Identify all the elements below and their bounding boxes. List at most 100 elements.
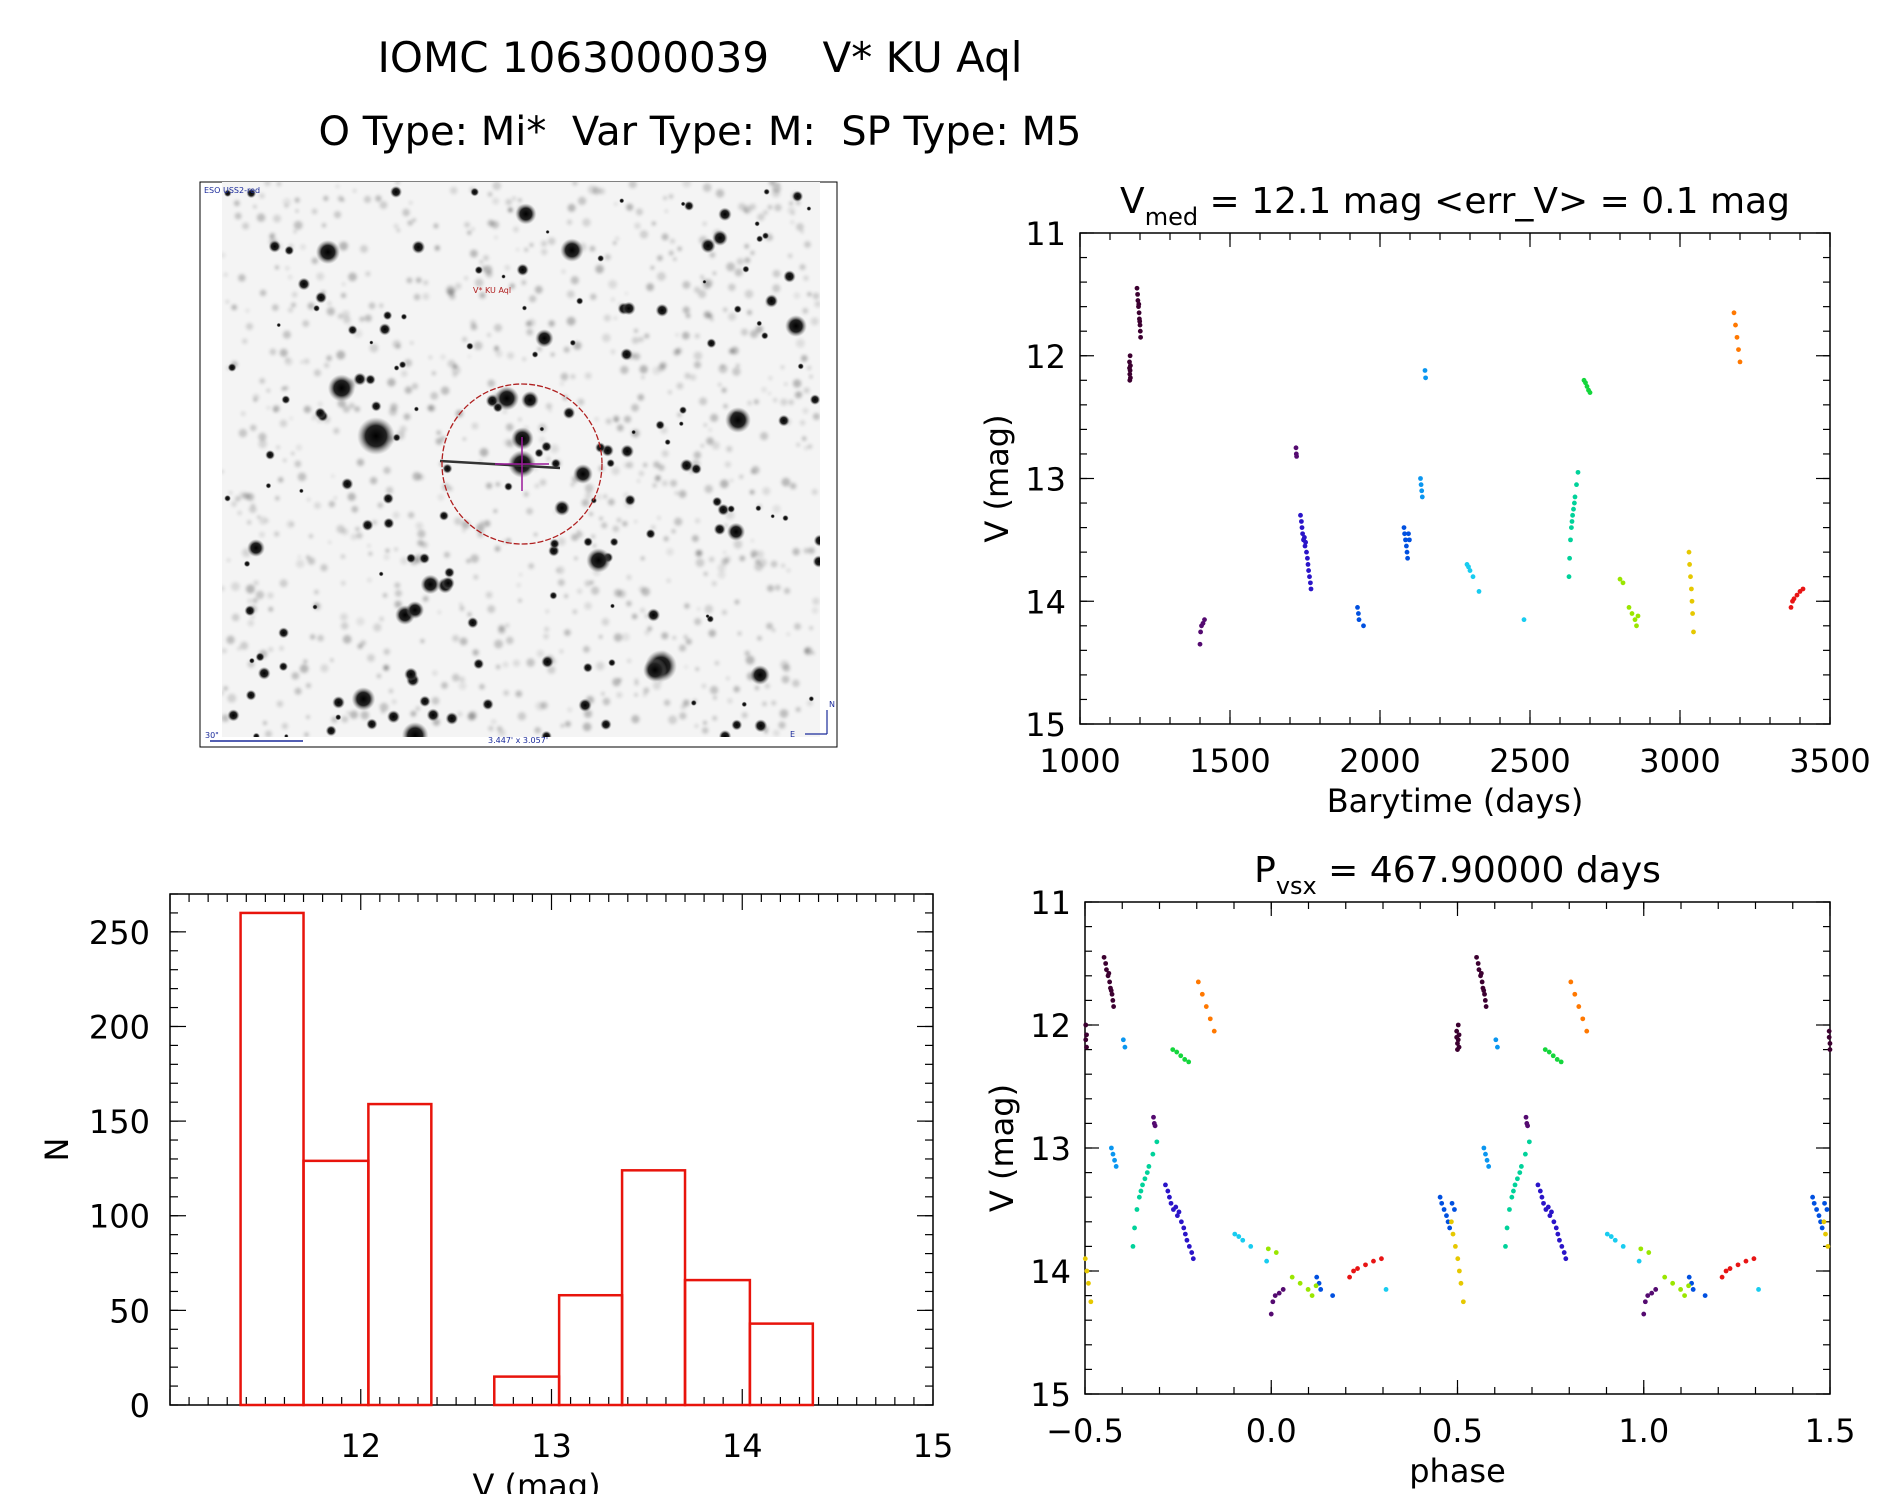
- field-star: [534, 448, 544, 458]
- x-tick-label: 14: [722, 1427, 763, 1465]
- sky-noise-blob: [656, 255, 663, 261]
- sky-noise-blob: [359, 316, 365, 322]
- sky-noise-blob: [339, 241, 349, 251]
- data-points: [1127, 285, 1806, 647]
- sky-noise-blob: [754, 685, 760, 691]
- x-tick-label: 3000: [1639, 742, 1720, 780]
- lc-point: [1571, 506, 1576, 512]
- sky-noise-blob: [572, 609, 578, 615]
- phase-point: [1289, 1274, 1295, 1280]
- sky-noise-blob: [762, 487, 771, 496]
- phase-point: [1649, 1290, 1655, 1296]
- phase-point: [1723, 1268, 1729, 1274]
- sky-noise-blob: [336, 350, 346, 360]
- sky-noise-blob: [631, 613, 638, 620]
- sky-noise-blob: [591, 534, 596, 539]
- field-star: [353, 372, 367, 386]
- sky-noise-blob: [787, 207, 796, 215]
- sky-noise-blob: [616, 424, 624, 432]
- sky-noise-blob: [644, 333, 650, 339]
- sky-noise-blob: [379, 303, 384, 308]
- lc-point: [1470, 574, 1476, 580]
- sky-noise-blob: [642, 462, 648, 468]
- sky-noise-blob: [627, 658, 632, 663]
- sky-noise-blob: [369, 476, 378, 485]
- lc-point: [1566, 574, 1572, 580]
- sky-noise-blob: [604, 254, 611, 261]
- sky-noise-blob: [422, 595, 429, 602]
- bright-star: [750, 665, 770, 685]
- field-star: [646, 608, 661, 622]
- sky-noise-blob: [803, 547, 810, 554]
- sky-noise-blob: [732, 367, 741, 376]
- field-star: [690, 463, 702, 475]
- sky-noise-blob: [641, 375, 645, 379]
- phase-point: [1826, 1028, 1832, 1034]
- lc-point: [1788, 604, 1794, 610]
- sky-noise-blob: [543, 633, 549, 640]
- field-star: [378, 571, 384, 577]
- sky-noise-blob: [222, 469, 224, 474]
- phase-point: [1604, 1231, 1610, 1237]
- sky-noise-blob: [724, 461, 732, 468]
- sky-noise-blob: [474, 278, 484, 287]
- phase-point: [1163, 1182, 1168, 1188]
- sky-noise-blob: [473, 341, 483, 350]
- sky-noise-blob: [307, 302, 315, 310]
- phase-point: [1371, 1258, 1376, 1264]
- sky-noise-blob: [804, 648, 809, 653]
- sky-noise-blob: [638, 470, 645, 477]
- sky-noise-blob: [807, 291, 812, 297]
- lc-point: [1570, 512, 1575, 518]
- sky-noise-blob: [431, 371, 436, 376]
- sky-noise-blob: [355, 526, 360, 532]
- lc-point: [1308, 586, 1314, 592]
- bright-star: [643, 658, 667, 682]
- phase-point: [1455, 1256, 1461, 1262]
- sky-noise-blob: [702, 183, 712, 192]
- sky-noise-blob: [443, 551, 450, 558]
- phase-point: [1511, 1188, 1516, 1194]
- sky-noise-blob: [567, 707, 573, 713]
- phase-point: [1082, 1256, 1088, 1262]
- y-tick-label: 100: [89, 1198, 150, 1236]
- lc-point: [1405, 555, 1410, 561]
- sky-noise-blob: [560, 372, 569, 381]
- sky-noise-blob: [293, 229, 297, 234]
- sky-noise-blob: [471, 422, 479, 430]
- phase-point: [1558, 1059, 1564, 1065]
- sky-noise-blob: [550, 444, 560, 454]
- sky-noise-blob: [289, 416, 293, 421]
- field-star: [501, 274, 506, 279]
- field-star: [312, 604, 318, 610]
- sky-noise-blob: [395, 182, 400, 185]
- sky-noise-blob: [264, 730, 273, 737]
- phased-light-curve-panel: −0.5 0.0 0.5 1.0 1.5 11 12 13 14 15 phase V (mag) Pv…: [983, 850, 1855, 1490]
- lc-point: [1128, 375, 1133, 381]
- histogram-bar: [302, 1159, 370, 1407]
- sky-noise-blob: [572, 182, 578, 186]
- phase-point: [1481, 1145, 1487, 1151]
- phase-point: [1181, 1225, 1187, 1231]
- field-star: [315, 291, 328, 304]
- field-star: [700, 238, 716, 254]
- sky-noise-blob: [266, 405, 271, 410]
- sky-noise-blob: [559, 649, 564, 654]
- panel-title: Vmed = 12.1 mag <err_V> = 0.1 mag: [1120, 181, 1790, 231]
- page-title: IOMC 1063000039 V* KU Aql: [378, 33, 1023, 82]
- sky-noise-blob: [640, 556, 645, 561]
- sky-noise-blob: [303, 659, 308, 664]
- phase-point: [1122, 1044, 1128, 1050]
- bright-star: [247, 539, 265, 557]
- field-star: [797, 363, 804, 370]
- x-tick-label: 1.5: [1805, 1412, 1856, 1450]
- sky-noise-blob: [300, 360, 304, 364]
- sky-noise-blob: [803, 445, 809, 451]
- sky-noise-blob: [673, 257, 677, 261]
- field-star: [400, 313, 408, 320]
- phase-point: [1330, 1293, 1336, 1298]
- lc-point: [1575, 469, 1581, 475]
- sky-noise-blob: [494, 235, 498, 240]
- sky-noise-blob: [539, 478, 547, 486]
- sky-noise-blob: [257, 515, 261, 519]
